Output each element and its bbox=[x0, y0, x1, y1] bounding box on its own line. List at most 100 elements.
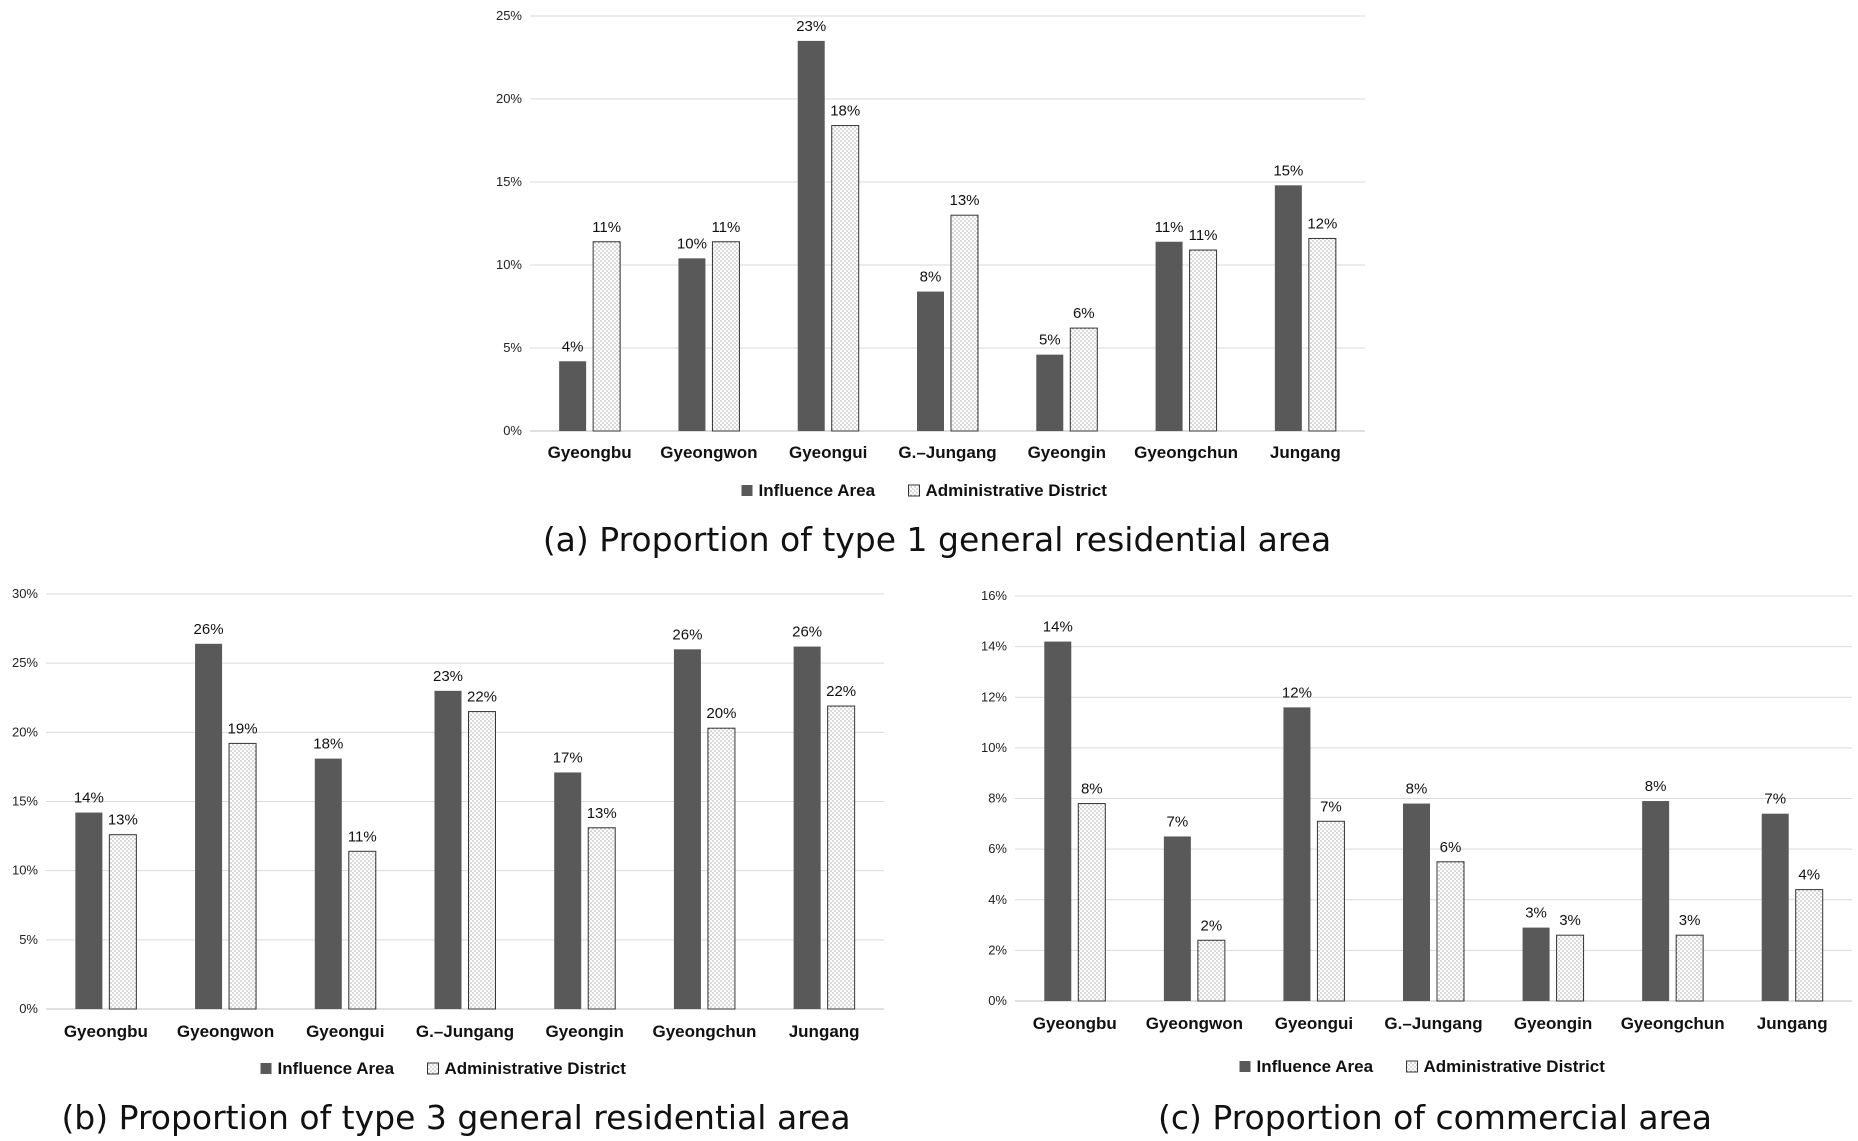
y-tick-label-c-7: 14% bbox=[981, 639, 1007, 654]
data-label-c-administrative-1: 2% bbox=[1201, 917, 1223, 934]
bar-c-administrative-1 bbox=[1197, 939, 1226, 1002]
bar-a-influence-2 bbox=[797, 40, 825, 432]
bar-b-influence-4 bbox=[554, 772, 582, 1009]
data-label-b-influence-5: 26% bbox=[672, 626, 702, 643]
legend-label-a-administrative: Administrative District bbox=[926, 481, 1108, 500]
data-label-b-administrative-3: 22% bbox=[467, 689, 497, 706]
legend-swatch-a-influence bbox=[741, 485, 753, 496]
data-label-c-administrative-3: 6% bbox=[1440, 839, 1462, 856]
data-label-c-administrative-4: 3% bbox=[1559, 912, 1581, 929]
y-tick-label-a-1: 5% bbox=[503, 340, 522, 355]
bar-a-administrative-1 bbox=[711, 241, 740, 432]
bar-b-administrative-1 bbox=[228, 742, 257, 1010]
legend-label-b-administrative: Administrative District bbox=[445, 1059, 627, 1078]
chart-panel-b: 0%5%10%15%20%25%30%14%13%Gyeongbu26%19%G… bbox=[12, 586, 884, 1137]
data-label-a-administrative-5: 11% bbox=[1189, 227, 1218, 244]
data-label-b-administrative-5: 20% bbox=[706, 705, 736, 722]
x-category-label-b-5: Gyeongchun bbox=[652, 1022, 756, 1041]
bar-c-influence-6 bbox=[1761, 813, 1789, 1001]
bar-c-administrative-3 bbox=[1436, 861, 1465, 1002]
bar-b-administrative-3 bbox=[468, 711, 496, 1010]
data-label-b-administrative-1: 19% bbox=[228, 720, 258, 737]
data-label-b-influence-3: 23% bbox=[433, 668, 463, 685]
bar-b-influence-2 bbox=[314, 758, 342, 1009]
data-label-a-influence-3: 8% bbox=[920, 269, 942, 286]
bar-a-administrative-5 bbox=[1189, 249, 1218, 432]
legend-label-a-influence: Influence Area bbox=[759, 481, 876, 500]
bar-c-influence-5 bbox=[1642, 801, 1670, 1001]
x-category-label-b-4: Gyeongin bbox=[546, 1022, 624, 1041]
bar-a-influence-1 bbox=[678, 258, 706, 431]
data-label-c-influence-6: 7% bbox=[1764, 791, 1786, 808]
bar-b-influence-1 bbox=[195, 643, 223, 1009]
data-label-a-influence-6: 15% bbox=[1273, 162, 1303, 179]
data-label-a-influence-0: 4% bbox=[562, 338, 584, 355]
data-label-b-influence-6: 26% bbox=[792, 624, 822, 641]
bar-a-influence-0 bbox=[559, 361, 587, 431]
data-label-b-influence-0: 14% bbox=[74, 790, 104, 807]
y-tick-label-c-3: 6% bbox=[988, 841, 1007, 856]
data-label-b-administrative-0: 13% bbox=[108, 812, 138, 829]
x-category-label-b-2: Gyeongui bbox=[306, 1022, 384, 1041]
bar-a-influence-5 bbox=[1155, 241, 1183, 431]
chart-panel-c: 0% 2% 4% 6% 8% 10% 12% 14% 16% 14% 8% Gyeongbu 7% 2% G… bbox=[981, 588, 1852, 1137]
bar-c-administrative-2 bbox=[1316, 820, 1345, 1002]
bar-a-administrative-4 bbox=[1069, 327, 1098, 432]
data-label-a-administrative-1: 11% bbox=[711, 219, 740, 236]
bar-b-administrative-6 bbox=[827, 705, 856, 1010]
data-label-c-administrative-6: 4% bbox=[1798, 867, 1820, 884]
x-category-label-a-6: Jungang bbox=[1270, 443, 1341, 462]
bar-c-influence-4 bbox=[1522, 927, 1550, 1001]
bar-c-influence-1 bbox=[1163, 836, 1191, 1001]
bar-c-influence-2 bbox=[1283, 707, 1311, 1001]
bar-b-influence-3 bbox=[434, 690, 462, 1009]
x-category-label-a-1: Gyeongwon bbox=[660, 443, 757, 462]
bar-b-influence-5 bbox=[673, 649, 701, 1009]
y-tick-label-a-4: 20% bbox=[496, 91, 522, 106]
y-tick-label-c-4: 8% bbox=[988, 791, 1007, 806]
data-label-c-administrative-5: 3% bbox=[1679, 912, 1701, 929]
bar-c-administrative-4 bbox=[1556, 934, 1585, 1002]
data-label-b-influence-4: 17% bbox=[553, 749, 583, 766]
data-label-a-influence-5: 11% bbox=[1155, 219, 1184, 236]
bar-b-influence-0 bbox=[75, 812, 103, 1009]
data-label-b-administrative-2: 11% bbox=[348, 828, 377, 845]
y-tick-label-c-2: 4% bbox=[988, 892, 1007, 907]
bar-b-administrative-5 bbox=[707, 727, 736, 1010]
x-category-label-b-6: Jungang bbox=[789, 1022, 860, 1041]
bar-c-influence-3 bbox=[1403, 803, 1430, 1001]
chart-panel-a: 0%5%10%15%20%25%4%11%Gyeongbu10%11%Gyeon… bbox=[496, 8, 1365, 559]
data-label-c-influence-1: 7% bbox=[1167, 813, 1189, 830]
x-category-label-a-5: Gyeongchun bbox=[1134, 443, 1238, 462]
y-tick-label-c-1: 2% bbox=[988, 942, 1007, 957]
x-category-label-c-4: Gyeongin bbox=[1514, 1014, 1592, 1033]
y-tick-label-c-8: 16% bbox=[981, 588, 1007, 603]
chart-caption-c: (c) Proportion of commercial area bbox=[1158, 1098, 1712, 1137]
x-category-label-c-2: Gyeongui bbox=[1275, 1014, 1353, 1033]
data-label-b-administrative-6: 22% bbox=[826, 683, 856, 700]
y-tick-label-c-6: 12% bbox=[981, 689, 1007, 704]
bar-a-influence-3 bbox=[917, 291, 944, 431]
chart-caption-b: (b) Proportion of type 3 general residen… bbox=[61, 1098, 850, 1137]
legend-label-b-influence: Influence Area bbox=[278, 1059, 395, 1078]
bar-c-administrative-0 bbox=[1077, 803, 1106, 1002]
legend-swatch-a-administrative bbox=[908, 484, 920, 497]
y-tick-label-a-2: 10% bbox=[496, 257, 522, 272]
bar-a-administrative-0 bbox=[592, 241, 621, 432]
bar-c-influence-0 bbox=[1044, 641, 1072, 1001]
data-label-c-influence-4: 3% bbox=[1525, 905, 1547, 922]
data-label-a-administrative-6: 12% bbox=[1307, 215, 1337, 232]
y-tick-label-b-5: 25% bbox=[12, 655, 38, 670]
data-label-a-administrative-4: 6% bbox=[1073, 305, 1095, 322]
x-category-label-a-2: Gyeongui bbox=[789, 443, 867, 462]
data-label-a-influence-1: 10% bbox=[677, 235, 707, 252]
y-tick-label-b-3: 15% bbox=[12, 794, 38, 809]
x-category-label-b-3: G.–Jungang bbox=[416, 1022, 514, 1041]
x-category-label-c-3: G.–Jungang bbox=[1384, 1014, 1482, 1033]
bar-a-administrative-6 bbox=[1308, 237, 1337, 432]
data-label-c-influence-5: 8% bbox=[1645, 778, 1667, 795]
legend-swatch-c-administrative bbox=[1406, 1060, 1418, 1073]
bar-b-administrative-2 bbox=[348, 850, 377, 1010]
data-label-c-influence-2: 12% bbox=[1282, 684, 1312, 701]
legend-swatch-b-influence bbox=[260, 1063, 272, 1074]
